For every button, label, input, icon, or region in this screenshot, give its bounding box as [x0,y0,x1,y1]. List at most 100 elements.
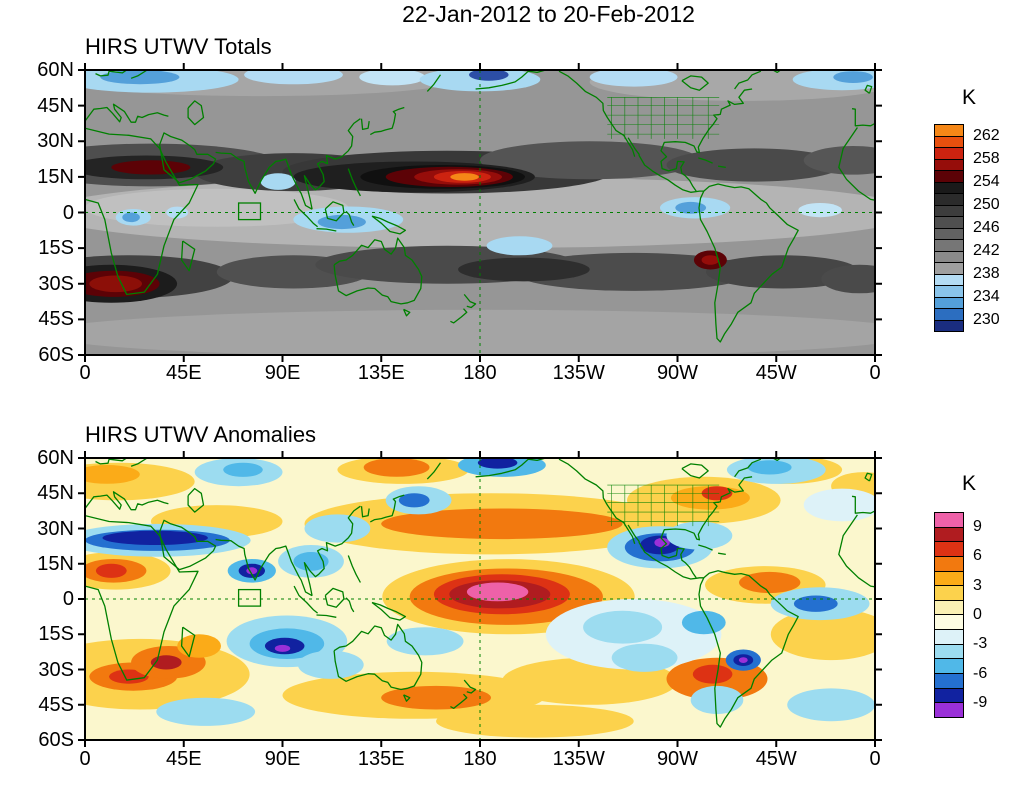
y-tick-label: 15N [37,552,74,575]
colorbar-tick-label: -9 [973,694,988,712]
colorbar-segment [935,687,963,703]
colorbar-segment [935,239,963,251]
contour-field [85,70,875,355]
colorbar-segment [935,308,963,320]
colorbar-segment [935,204,963,216]
colorbar-segment [935,541,963,556]
colorbar-tick-label: -6 [973,664,988,682]
y-tick-label: 45N [37,94,74,117]
totals-map [78,63,882,362]
x-tick-label: 180 [463,362,497,384]
colorbar-segment [935,170,963,182]
x-tick-label: 90W [656,362,699,384]
axis-ticks [78,451,882,747]
anomalies-panel-title: HIRS UTWV Anomalies [85,422,317,447]
colorbar-tick-label: 234 [973,288,1000,306]
x-tick-label: 0 [869,362,881,384]
x-tick-label: 45E [165,362,202,384]
colorbar-segment [935,216,963,228]
map-frame [84,457,876,741]
colorbar-segment [935,227,963,239]
y-tick-label: 15S [38,237,74,260]
x-tick-label: 0 [79,362,91,384]
colorbar-tick-label: 262 [973,126,1000,144]
colorbar-segment [935,135,963,147]
contour-field [85,458,875,738]
colorbar-segment [935,526,963,542]
figure-title: 22-Jan-2012 to 20-Feb-2012 [402,1,695,27]
colorbar-segment [935,296,963,308]
coastlines [85,458,875,728]
x-tick-label: 90E [264,362,301,384]
x-tick-label: 135W [552,362,605,384]
x-tick-label: 90W [656,748,699,770]
colorbar-segment [935,585,963,600]
colorbar-tick-label: 246 [973,219,1000,236]
colorbar-segment [935,250,963,262]
x-tick-label: 135E [357,748,405,770]
y-tick-label: 45S [38,308,74,331]
colorbar-segment [935,181,963,193]
map-frame [84,69,876,356]
y-tick-label: 0 [62,201,74,224]
colorbar-tick-label: 238 [973,265,1000,283]
colorbar-segment [935,319,963,331]
y-tick-label: 30S [38,658,74,681]
anomalies-map [78,451,882,747]
y-tick-label: 60S [38,344,74,366]
colorbar-segment [935,158,963,170]
colorbar-tick-label: 0 [973,606,982,623]
anomalies-colorbar-unit: K [961,472,976,495]
x-tick-label: 0 [869,748,881,770]
state-boundaries [607,97,720,139]
map-layers [85,70,875,355]
axis-ticks [78,63,882,362]
y-tick-label: 30N [37,130,74,153]
colorbar-segment [935,285,963,297]
y-tick-label: 30S [38,272,74,295]
y-tick-label: 45S [38,693,74,716]
colorbar-segment [935,643,963,659]
colorbar-segment [935,614,963,630]
colorbar-segment [935,125,963,136]
colorbar-segment [935,147,963,159]
colorbar-segment [935,513,963,527]
colorbar-segment [935,570,963,586]
colorbar-tick-label: 9 [973,517,982,535]
totals-colorbar [934,124,964,332]
y-tick-label: 60N [37,447,74,469]
state-boundaries [607,484,720,527]
reference-lines [85,70,875,355]
anomalies-colorbar [934,512,964,718]
y-tick-label: 15N [37,165,74,188]
y-tick-label: 0 [62,588,74,610]
colorbar-tick-label: 254 [973,172,1000,190]
x-tick-label: 180 [463,748,497,770]
colorbar-tick-label: 6 [973,547,982,565]
colorbar-tick-label: 250 [973,195,1000,213]
colorbar-segment [935,673,963,688]
colorbar-segment [935,555,963,571]
y-tick-label: 45N [37,482,74,505]
x-tick-label: 135E [357,362,405,384]
colorbar-segment [935,599,963,615]
colorbar-segment [935,193,963,205]
map-layers [85,458,875,740]
y-tick-label: 60N [37,59,74,81]
colorbar-tick-label: -3 [973,635,988,653]
y-tick-label: 15S [38,623,74,646]
x-tick-label: 90E [264,748,301,770]
colorbar-tick-label: 3 [973,576,982,594]
y-tick-label: 60S [38,729,74,751]
roi-box [237,588,262,607]
y-tick-label: 30N [37,517,74,540]
colorbar-segment [935,658,963,674]
reference-lines [85,458,875,740]
x-tick-label: 45E [165,748,202,770]
colorbar-segment [935,262,963,274]
colorbar-segment [935,702,963,717]
colorbar-tick-label: 230 [973,311,1000,329]
x-tick-label: 135W [552,748,605,770]
totals-colorbar-unit: K [961,86,976,109]
